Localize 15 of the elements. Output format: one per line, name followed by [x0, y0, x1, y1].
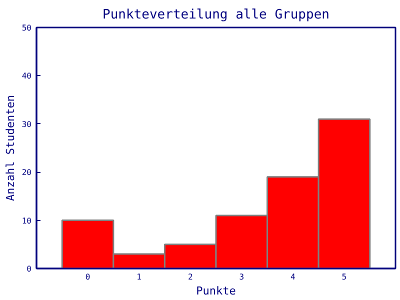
y-tick-label: 30	[22, 120, 32, 129]
y-tick-label: 40	[22, 72, 32, 81]
x-tick-label: 2	[188, 272, 193, 282]
y-tick-label: 0	[26, 264, 32, 274]
x-tick-label: 5	[342, 272, 347, 282]
x-tick-label: 0	[85, 272, 90, 282]
x-tick-label: 3	[239, 272, 244, 282]
y-axis-title: Anzahl Studenten	[4, 95, 17, 201]
x-tick-label: 4	[290, 272, 296, 282]
x-axis-title: Punkte	[196, 284, 236, 298]
x-tick-label: 1	[136, 272, 142, 282]
chart-title: Punkteverteilung alle Gruppen	[102, 8, 330, 22]
y-tick-label: 50	[22, 24, 32, 32]
y-tick-label: 10	[22, 216, 32, 226]
y-tick-label: 20	[22, 168, 32, 178]
